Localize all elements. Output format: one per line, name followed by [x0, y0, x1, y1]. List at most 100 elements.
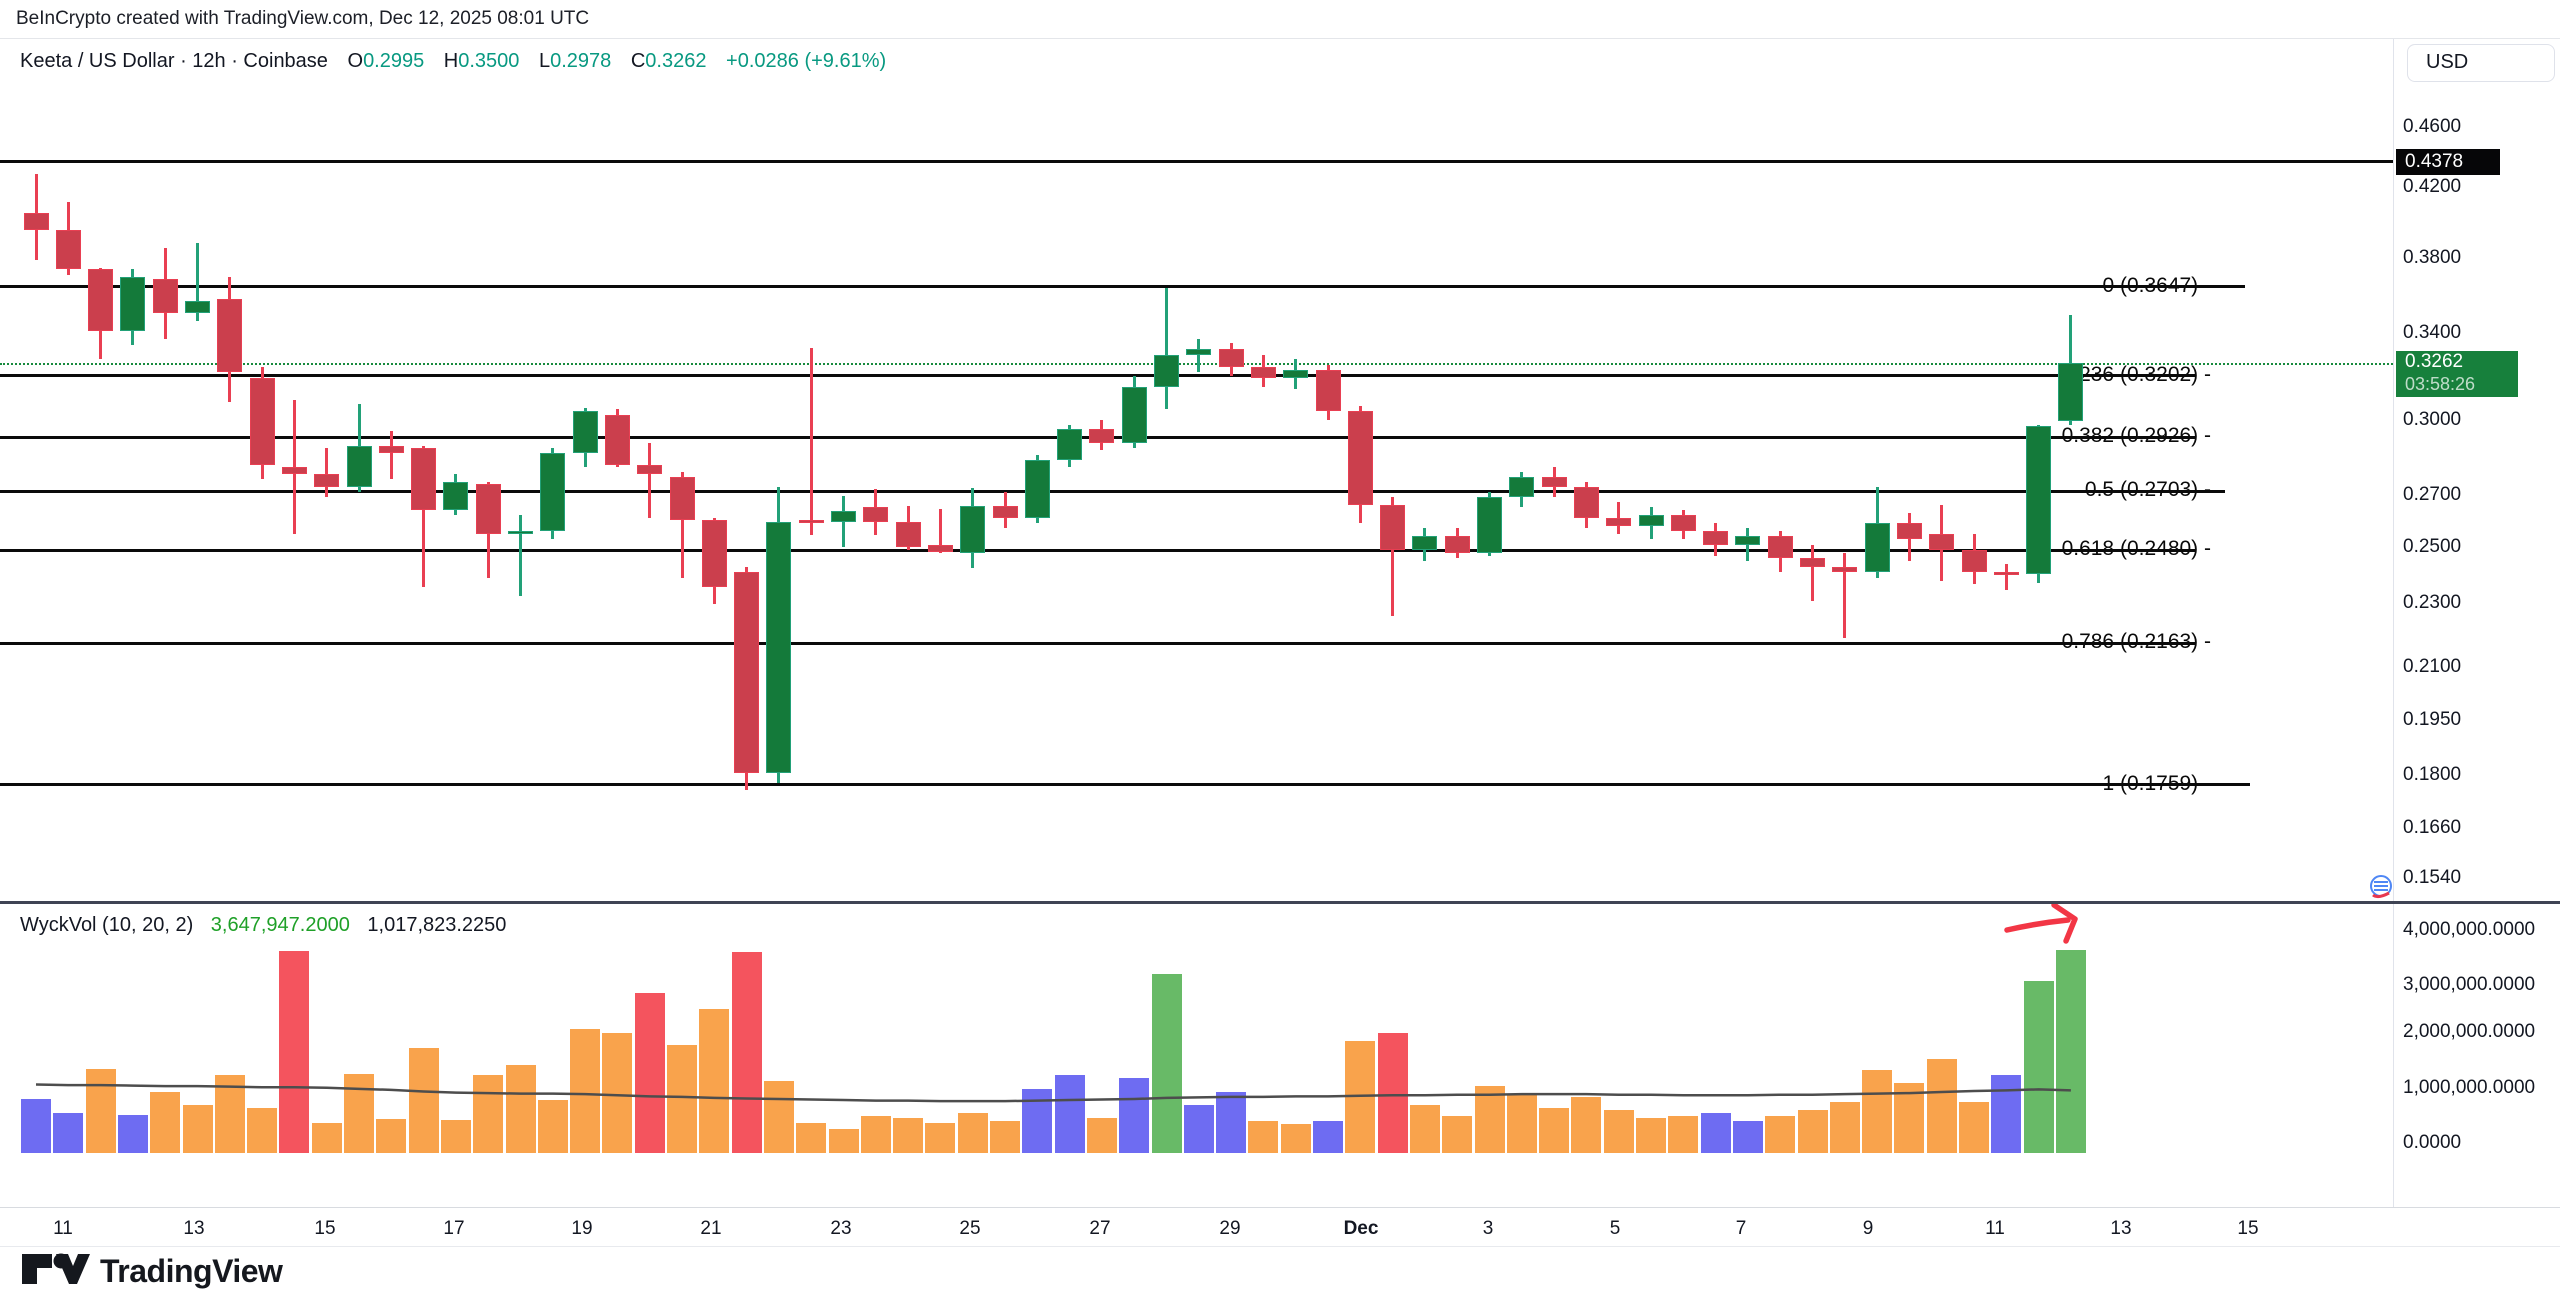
volume-bar[interactable] [1054, 1075, 1085, 1153]
tradingview-logo-icon[interactable] [20, 1251, 90, 1291]
volume-bar[interactable] [570, 1028, 601, 1153]
candle[interactable] [572, 410, 598, 453]
volume-bar[interactable] [214, 1075, 245, 1153]
volume-bar[interactable] [699, 1009, 730, 1153]
candle[interactable] [2058, 362, 2084, 422]
volume-bar[interactable] [990, 1120, 1020, 1153]
volume-bar[interactable] [1313, 1120, 1343, 1153]
volume-bar[interactable] [925, 1122, 956, 1153]
volume-bar[interactable] [1119, 1078, 1150, 1153]
candle[interactable] [1703, 531, 1729, 545]
volume-bar[interactable] [1442, 1115, 1473, 1153]
candle[interactable] [927, 545, 953, 553]
fib-level-line[interactable] [0, 783, 2250, 787]
candle[interactable] [1250, 367, 1276, 379]
volume-bar[interactable] [1506, 1094, 1537, 1153]
volume-bar[interactable] [1732, 1120, 1763, 1153]
candle[interactable] [249, 378, 275, 465]
candle[interactable] [1735, 536, 1761, 545]
volume-bar[interactable] [182, 1104, 213, 1153]
fib-level-line[interactable] [0, 374, 2195, 377]
volume-bar[interactable] [376, 1118, 407, 1153]
time-axis[interactable]: 11 13 15 17 19 21 23 25 27 29 Dec 3 5 7 9 11 13 15 [0, 1208, 2393, 1246]
candle[interactable] [1961, 550, 1987, 573]
candle[interactable] [1929, 533, 1955, 550]
volume-bar[interactable] [1280, 1123, 1311, 1153]
volume-bar[interactable] [440, 1120, 471, 1153]
volume-bar[interactable] [634, 992, 665, 1153]
candle[interactable] [1800, 558, 1825, 567]
volume-bar[interactable] [731, 951, 762, 1153]
volume-bar[interactable] [1216, 1091, 1247, 1153]
candle[interactable] [766, 521, 792, 773]
fib-level-line[interactable] [0, 489, 2225, 493]
candle[interactable] [1380, 504, 1406, 551]
candle[interactable] [1154, 354, 1179, 387]
price-scale-mode-icon[interactable] [2370, 871, 2392, 901]
volume-bar[interactable] [150, 1091, 181, 1153]
candle[interactable] [23, 213, 49, 231]
ath-horizontal-line[interactable] [0, 160, 2393, 164]
candle[interactable] [281, 467, 307, 475]
volume-bar[interactable] [247, 1108, 278, 1153]
candle[interactable] [1832, 566, 1858, 573]
candle[interactable] [1347, 410, 1373, 505]
candle[interactable] [992, 505, 1018, 518]
volume-bar[interactable] [505, 1065, 536, 1153]
candle[interactable] [1993, 572, 2019, 576]
candle[interactable] [604, 415, 630, 465]
volume-bar[interactable] [957, 1112, 988, 1153]
candle[interactable] [895, 521, 921, 547]
volume-bar[interactable] [893, 1118, 924, 1153]
candle[interactable] [1057, 429, 1083, 460]
volume-bar[interactable] [311, 1123, 342, 1153]
volume-bar[interactable] [473, 1075, 504, 1153]
candle[interactable] [1186, 348, 1212, 355]
candle[interactable] [863, 506, 889, 522]
candle[interactable] [1283, 369, 1309, 379]
candle[interactable] [120, 276, 146, 331]
candle[interactable] [1670, 515, 1696, 531]
candle[interactable] [443, 481, 469, 510]
candle[interactable] [1638, 515, 1664, 526]
candle[interactable] [508, 531, 533, 534]
candle[interactable] [217, 299, 243, 372]
volume-bar[interactable] [1829, 1102, 1860, 1153]
volume-bar[interactable] [1539, 1107, 1570, 1153]
volume-bar[interactable] [408, 1048, 439, 1153]
candle[interactable] [1509, 476, 1535, 498]
tradingview-wordmark[interactable]: TradingView [100, 1253, 283, 1289]
candle[interactable] [88, 269, 114, 331]
red-arrow-annotation[interactable] [1985, 895, 2095, 955]
candle[interactable] [1089, 429, 1115, 444]
volume-pane[interactable]: WyckVol (10, 20, 2) 3,647,947.2000 1,017… [0, 904, 2393, 1207]
volume-bar[interactable] [2055, 949, 2086, 1153]
volume-bar[interactable] [1862, 1070, 1893, 1153]
candle[interactable] [831, 510, 856, 522]
candle[interactable] [669, 476, 695, 521]
volume-bar[interactable] [796, 1123, 827, 1153]
volume-bar[interactable] [117, 1115, 148, 1153]
candle[interactable] [475, 484, 501, 534]
currency-usd-button[interactable]: USD [2407, 44, 2555, 82]
candle[interactable] [1444, 536, 1470, 553]
candle[interactable] [314, 474, 340, 487]
indicator-name[interactable]: WyckVol (10, 20, 2) [20, 914, 194, 936]
volume-bar[interactable] [1474, 1086, 1505, 1153]
volume-bar[interactable] [667, 1045, 697, 1153]
candle[interactable] [1573, 486, 1599, 518]
candle[interactable] [411, 447, 437, 510]
volume-bar[interactable] [537, 1099, 568, 1153]
candle[interactable] [637, 464, 663, 475]
candle[interactable] [960, 505, 986, 554]
candle[interactable] [734, 572, 760, 773]
volume-bar[interactable] [1248, 1120, 1279, 1153]
candle[interactable] [798, 520, 824, 523]
volume-bar[interactable] [828, 1129, 859, 1153]
candle[interactable] [1767, 536, 1793, 559]
candle[interactable] [378, 445, 404, 453]
volume-bar[interactable] [1377, 1032, 1408, 1153]
candle[interactable] [1864, 523, 1890, 573]
candle[interactable] [55, 230, 81, 270]
volume-bar[interactable] [1409, 1104, 1440, 1153]
